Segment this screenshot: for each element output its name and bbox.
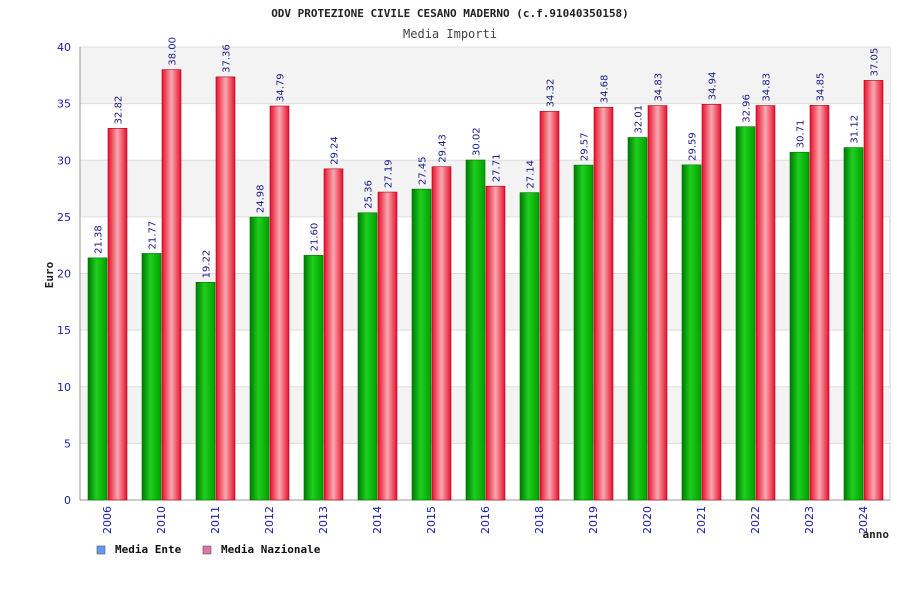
data-label: 29.43 xyxy=(438,134,449,163)
y-tick-label: 35 xyxy=(57,98,71,111)
bar xyxy=(485,185,506,501)
data-label: 29.24 xyxy=(330,136,341,165)
data-label: 37.36 xyxy=(222,44,233,73)
data-label: 25.36 xyxy=(364,180,375,209)
data-label: 19.22 xyxy=(202,250,213,279)
x-tick-label: 2006 xyxy=(101,506,114,534)
data-label: 21.60 xyxy=(310,223,321,252)
data-label: 34.83 xyxy=(654,73,665,102)
legend-swatch xyxy=(96,545,106,555)
bar xyxy=(593,106,614,501)
data-label: 34.79 xyxy=(276,73,287,102)
data-label: 27.19 xyxy=(384,159,395,188)
data-label: 24.98 xyxy=(256,184,267,213)
bars xyxy=(87,69,884,501)
y-tick-label: 20 xyxy=(57,268,71,281)
data-label: 34.85 xyxy=(816,73,827,102)
y-tick-label: 30 xyxy=(57,154,71,167)
x-tick-label: 2011 xyxy=(209,506,222,534)
bar xyxy=(107,128,128,501)
data-label: 27.45 xyxy=(418,156,429,185)
data-label: 32.82 xyxy=(114,96,125,125)
data-label: 31.12 xyxy=(850,115,861,144)
x-tick-label: 2018 xyxy=(533,506,546,534)
x-tick-label: 2016 xyxy=(479,506,492,534)
y-tick-label: 0 xyxy=(64,494,71,507)
grid-band xyxy=(80,47,890,104)
data-label: 29.57 xyxy=(580,132,591,161)
bar xyxy=(809,105,830,501)
bar xyxy=(843,147,864,501)
bar xyxy=(161,69,182,501)
bar xyxy=(357,212,378,501)
bar xyxy=(323,168,344,501)
y-tick-label: 10 xyxy=(57,381,71,394)
legend: Media Ente Media Nazionale xyxy=(96,543,321,556)
chart-title: ODV PROTEZIONE CIVILE CESANO MADERNO (c.… xyxy=(271,7,629,20)
bar xyxy=(215,76,236,501)
bar xyxy=(701,104,722,501)
bar xyxy=(465,159,486,501)
bar xyxy=(647,105,668,501)
value-labels: 21.38 32.82 21.77 38.00 19.22 37.36 24.98 34.79… xyxy=(94,37,881,278)
x-tick-label: 2015 xyxy=(425,506,438,534)
bar xyxy=(87,257,108,501)
data-label: 27.14 xyxy=(526,160,537,189)
bar xyxy=(411,188,432,501)
bar xyxy=(863,80,884,501)
x-tick-label: 2013 xyxy=(317,506,330,534)
data-label: 30.71 xyxy=(796,120,807,149)
data-label: 21.77 xyxy=(148,221,159,250)
data-label: 32.96 xyxy=(742,94,753,123)
x-tick-label: 2012 xyxy=(263,506,276,534)
bar xyxy=(627,137,648,501)
bar xyxy=(431,166,452,501)
bar xyxy=(789,151,810,501)
bar xyxy=(735,126,756,501)
x-tick-label: 2010 xyxy=(155,506,168,534)
data-label: 30.02 xyxy=(472,127,483,156)
bar xyxy=(681,164,702,501)
bar xyxy=(377,191,398,501)
data-label: 29.59 xyxy=(688,132,699,161)
x-tick-label: 2024 xyxy=(857,506,870,534)
x-tick-label: 2019 xyxy=(587,506,600,534)
bar xyxy=(755,105,776,501)
x-tick-label: 2014 xyxy=(371,506,384,534)
data-label: 34.68 xyxy=(600,75,611,104)
x-tick-label: 2021 xyxy=(695,506,708,534)
bar xyxy=(269,105,290,501)
bar xyxy=(573,164,594,501)
data-label: 37.05 xyxy=(870,48,881,77)
data-label: 38.00 xyxy=(168,37,179,66)
bar xyxy=(519,192,540,501)
chart-subtitle: Media Importi xyxy=(403,27,497,41)
legend-swatch xyxy=(202,545,212,555)
y-tick-label: 25 xyxy=(57,211,71,224)
x-tick-label: 2020 xyxy=(641,506,654,534)
data-label: 27.71 xyxy=(492,154,503,183)
data-label: 32.01 xyxy=(634,105,645,134)
legend-label: Media Nazionale xyxy=(221,543,321,556)
x-tick-label: 2023 xyxy=(803,506,816,534)
bar xyxy=(195,282,216,501)
legend-label: Media Ente xyxy=(115,543,182,556)
y-axis-label: Euro xyxy=(43,261,56,288)
data-label: 34.94 xyxy=(708,72,719,101)
bar xyxy=(249,216,270,501)
bar xyxy=(539,111,560,501)
data-label: 34.83 xyxy=(762,73,773,102)
y-tick-label: 15 xyxy=(57,324,71,337)
x-axis-label: anno xyxy=(863,528,890,541)
bar xyxy=(141,253,162,501)
data-label: 34.32 xyxy=(546,79,557,108)
y-tick-label: 40 xyxy=(57,41,71,54)
y-tick-label: 5 xyxy=(64,437,71,450)
data-label: 21.38 xyxy=(94,225,105,254)
x-axis: 2006 2010 2011 2012 2013 2014 2015 2016 2018 2019… xyxy=(101,506,870,534)
x-tick-label: 2022 xyxy=(749,506,762,534)
bar xyxy=(303,255,324,501)
